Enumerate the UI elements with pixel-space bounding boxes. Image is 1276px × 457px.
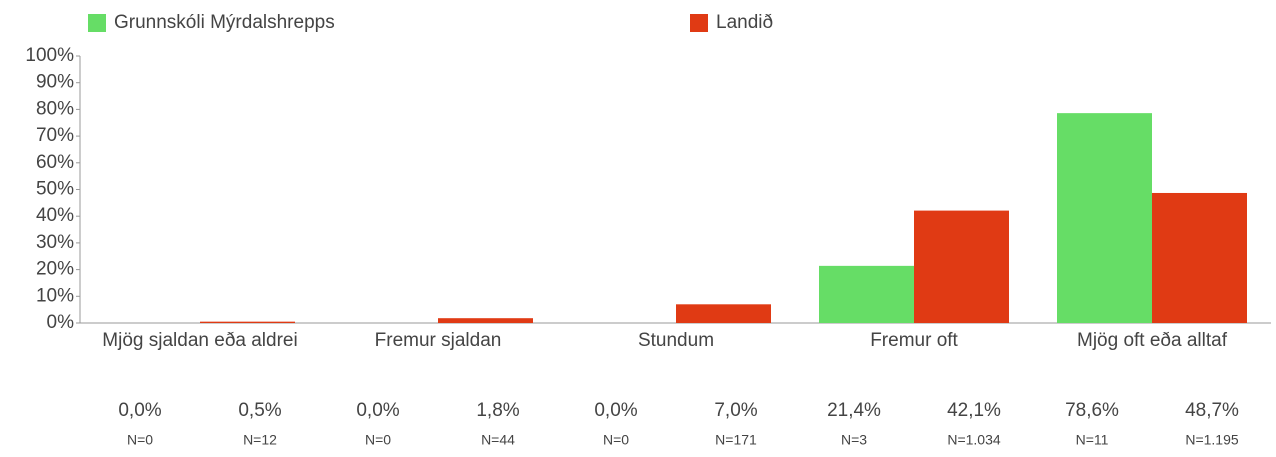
bar [1057, 113, 1152, 323]
x-tick-label-box: Fremur sjaldan [374, 330, 502, 351]
bar [676, 304, 771, 323]
n-label: N=11 [1076, 432, 1109, 448]
x-tick-label-box: Stundum [637, 330, 715, 351]
n-label: N=1.195 [1185, 432, 1239, 448]
value-label: 78,6% [1065, 400, 1119, 421]
y-tick-label: 90% [36, 72, 74, 93]
x-tick-label: Fremur oft [870, 330, 958, 351]
y-tick-label: 70% [36, 125, 74, 146]
legend-label: Landið [716, 12, 773, 33]
bar [819, 265, 914, 323]
legend-swatch [88, 14, 106, 32]
y-tick-label: 30% [36, 232, 74, 253]
value-label: 0,0% [356, 400, 399, 421]
bar [1152, 192, 1247, 323]
value-label: 7,0% [714, 400, 757, 421]
x-tick-label-box: Mjög sjaldan eða aldrei [102, 330, 298, 351]
y-tick-label: 60% [36, 152, 74, 173]
x-tick-label-box: Fremur oft [870, 330, 958, 351]
x-tick-label-box: Mjög oft eða alltaf [1077, 330, 1227, 351]
value-label: 42,1% [947, 400, 1001, 421]
bar [438, 318, 533, 323]
value-label: 0,0% [118, 400, 161, 421]
legend-swatch [690, 14, 708, 32]
n-label: N=12 [243, 432, 277, 448]
bar [914, 210, 1009, 323]
x-tick-label: Fremur sjaldan [374, 330, 502, 351]
n-label: N=0 [127, 432, 153, 448]
y-tick-label: 100% [25, 45, 74, 66]
value-label: 1,8% [476, 400, 519, 421]
n-label: N=0 [365, 432, 391, 448]
value-label: 48,7% [1185, 400, 1239, 421]
n-label: N=0 [603, 432, 629, 448]
legend-label: Grunnskóli Mýrdalshrepps [114, 12, 335, 33]
x-tick-label: Stundum [637, 330, 715, 351]
n-label: N=3 [841, 432, 867, 448]
value-label: 0,5% [238, 400, 281, 421]
n-label: N=171 [715, 432, 757, 448]
x-tick-label: Mjög sjaldan eða aldrei [102, 330, 298, 351]
y-tick-label: 40% [36, 205, 74, 226]
y-tick-label: 20% [36, 259, 74, 280]
value-label: 0,0% [594, 400, 637, 421]
y-tick-label: 10% [36, 285, 74, 306]
n-label: N=44 [481, 432, 515, 448]
y-tick-label: 80% [36, 98, 74, 119]
y-tick-label: 50% [36, 179, 74, 200]
y-tick-label: 0% [47, 312, 75, 333]
n-label: N=1.034 [947, 432, 1001, 448]
x-tick-label: Mjög oft eða alltaf [1077, 330, 1227, 351]
bar [200, 321, 295, 323]
value-label: 21,4% [827, 400, 881, 421]
